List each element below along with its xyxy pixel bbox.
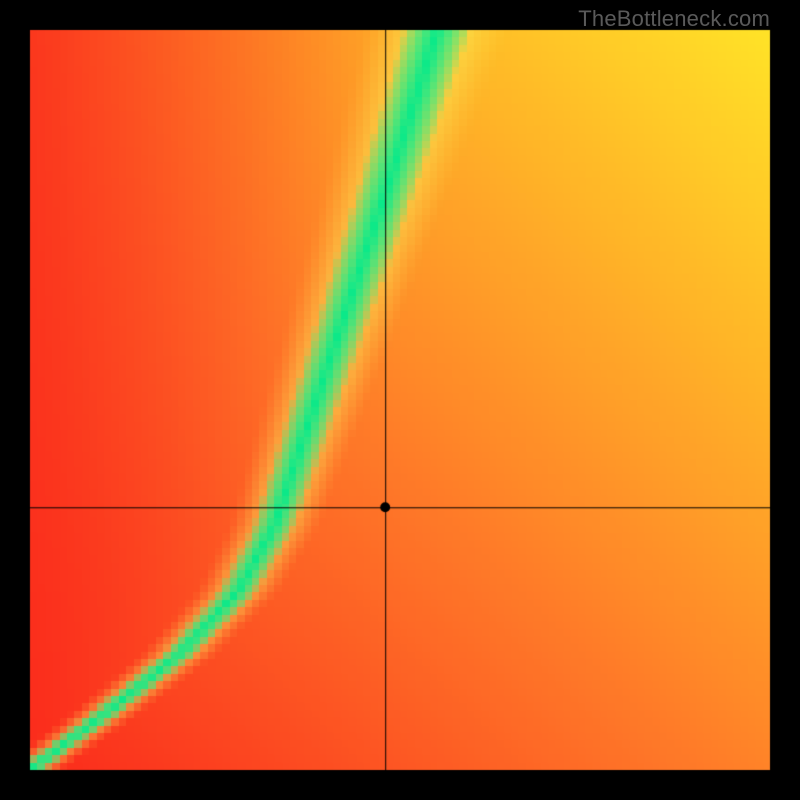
chart-container: TheBottleneck.com [0, 0, 800, 800]
watermark-text: TheBottleneck.com [578, 6, 770, 32]
heatmap-canvas [0, 0, 800, 800]
